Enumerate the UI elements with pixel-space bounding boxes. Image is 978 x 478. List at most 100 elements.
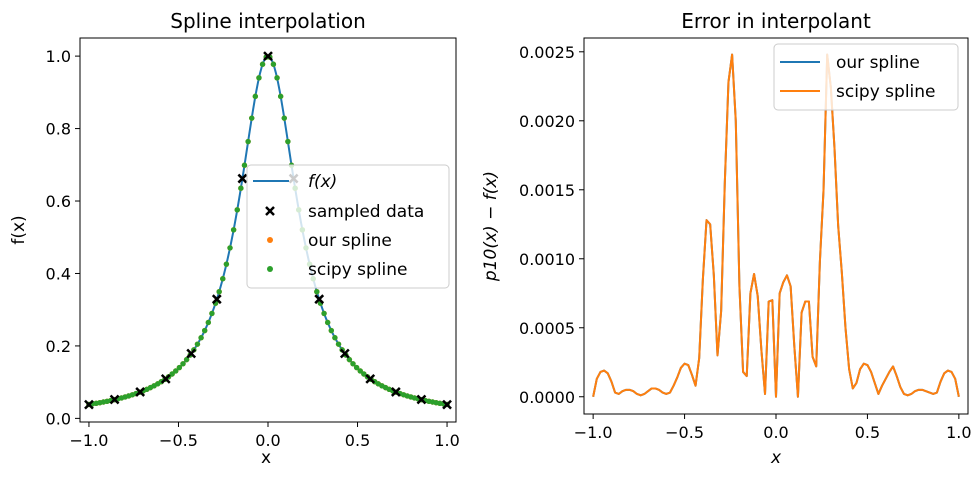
- scipy-spline-point: [238, 185, 244, 191]
- x-tick-label: 1.0: [434, 431, 459, 450]
- y-tick-label: 0.4: [46, 264, 71, 283]
- x-tick-label: −0.5: [665, 423, 704, 442]
- x-tick-label: 0.0: [255, 431, 280, 450]
- chart-title: Spline interpolation: [170, 9, 366, 33]
- y-tick-label: 0.0010: [519, 250, 575, 269]
- sampled-data-point: [390, 387, 401, 397]
- sampled-data-point: [263, 51, 273, 61]
- legend-label-our-spline: our spline: [836, 53, 920, 73]
- x-tick-label: 0.5: [855, 423, 880, 442]
- sampled-data-point: [314, 294, 325, 305]
- legend-scipy-spline-dot-icon: [267, 266, 273, 272]
- spline-interpolation-chart: Spline interpolation −1.0 −0.5 0.0 0.5 1.0 0.…: [9, 9, 460, 468]
- sampled-data-point: [84, 399, 94, 410]
- scipy-spline-point: [335, 341, 342, 347]
- legend-sampled-data-x-icon: [265, 206, 275, 216]
- scipy-spline-point: [220, 276, 226, 282]
- y-axis-label: p10(x) − f(x): [481, 171, 501, 282]
- scipy-spline-point: [205, 319, 212, 326]
- x-axis-label: x: [261, 448, 271, 468]
- scipy-spline-point: [350, 361, 356, 367]
- scipy-spline-point: [259, 61, 266, 67]
- legend-box: [246, 164, 450, 289]
- x-tick-label: −0.5: [159, 431, 198, 450]
- legend-label-our-spline: our spline: [308, 231, 392, 251]
- x-axis-label: x: [770, 448, 782, 468]
- y-axis-label: f(x): [9, 215, 29, 244]
- sampled-data-point: [135, 387, 146, 397]
- scipy-spline-point: [202, 327, 208, 334]
- sampled-data-point: [339, 348, 350, 359]
- x-tick-label: −1.0: [574, 423, 613, 442]
- sampled-data-point: [365, 374, 376, 384]
- scipy-spline-point: [357, 368, 363, 374]
- legend-label-scipy-spline: scipy spline: [836, 82, 936, 102]
- y-tick-label: 0.6: [46, 192, 71, 211]
- legend-box: [773, 43, 959, 111]
- scipy-spline-point: [249, 115, 255, 121]
- scipy-spline-point: [198, 335, 204, 341]
- y-tick-label: 0.0000: [519, 388, 575, 407]
- scipy-spline-point: [321, 310, 327, 317]
- scipy-spline-point: [180, 361, 186, 367]
- x-tick-label: 0.0: [763, 423, 788, 442]
- scipy-spline-point: [277, 93, 284, 100]
- sampled-data-point: [237, 173, 248, 184]
- legend-label-fx: f(x): [308, 172, 337, 192]
- scipy-spline-point: [332, 335, 338, 341]
- scipy-spline-point: [234, 207, 240, 213]
- chart-title: Error in interpolant: [681, 9, 871, 33]
- error-in-interpolant-chart: Error in interpolant −1.0 −0.5 0.0 0.5 1.0 0.…: [481, 9, 972, 468]
- scipy-spline-point: [274, 75, 280, 81]
- scipy-spline-point: [194, 341, 201, 347]
- legend-label-sampled-data: sampled data: [308, 202, 424, 222]
- axes-frame: [583, 37, 969, 415]
- sampled-data-point: [442, 399, 452, 410]
- x-tick-label: 0.5: [345, 431, 370, 450]
- plot-area: [592, 53, 960, 398]
- sampled-data-point: [186, 348, 197, 359]
- y-tick-label: 0.2: [46, 337, 71, 356]
- axes-frame: [79, 37, 457, 423]
- scipy-spline-point: [241, 162, 248, 168]
- scipy-spline-point: [227, 245, 233, 251]
- legend-label-scipy-spline: scipy spline: [308, 260, 408, 280]
- legend-our-spline-dot-icon: [267, 237, 273, 243]
- scipy-spline-point: [169, 371, 175, 377]
- scipy-spline-point: [328, 327, 334, 334]
- y-tick-label: 0.0020: [519, 112, 575, 131]
- y-tick-label: 1.0: [46, 47, 71, 66]
- scipy-spline-point: [245, 138, 251, 145]
- scipy-spline-point: [230, 227, 237, 233]
- y-tick-label: 0.0005: [519, 319, 575, 338]
- scipy-spline-point: [176, 364, 183, 371]
- sampled-data-point: [109, 394, 120, 405]
- sampled-data-point: [160, 374, 171, 384]
- sampled-data-point: [211, 294, 222, 305]
- scipy-spline-point: [173, 368, 179, 374]
- scipy-spline-point: [223, 261, 230, 267]
- legend: our spline scipy spline: [773, 43, 959, 111]
- scipy-spline-point: [209, 310, 215, 317]
- tick-group: −1.0 −0.5 0.0 0.5 1.0 0.0000 0.0005 0.0010 0.001…: [519, 43, 972, 442]
- x-tick-label: −1.0: [70, 431, 109, 450]
- x-tick-label: 1.0: [946, 423, 971, 442]
- scipy-spline-point: [314, 288, 320, 295]
- scipy-spline-point: [270, 61, 277, 67]
- scipy-spline-point: [281, 115, 287, 121]
- y-tick-label: 0.0: [46, 409, 71, 428]
- scipy-spline-point: [285, 138, 291, 145]
- scipy-spline-point: [256, 75, 262, 81]
- y-tick-label: 0.0025: [519, 43, 575, 62]
- scipy-spline-point: [252, 93, 259, 100]
- y-tick-label: 0.0015: [519, 181, 575, 200]
- tick-group: −1.0 −0.5 0.0 0.5 1.0 0.0 0.2 0.4 0.6 0.8 1.0: [46, 47, 460, 450]
- y-tick-label: 0.8: [46, 120, 71, 139]
- legend: f(x) sampled data our spline scipy splin…: [246, 164, 450, 289]
- scipy-spline-point: [324, 319, 331, 326]
- series-scipy-spline-line: [592, 53, 960, 398]
- sampled-data-point: [416, 394, 427, 405]
- scipy-spline-point: [216, 288, 222, 295]
- scipy-spline-point: [353, 364, 360, 371]
